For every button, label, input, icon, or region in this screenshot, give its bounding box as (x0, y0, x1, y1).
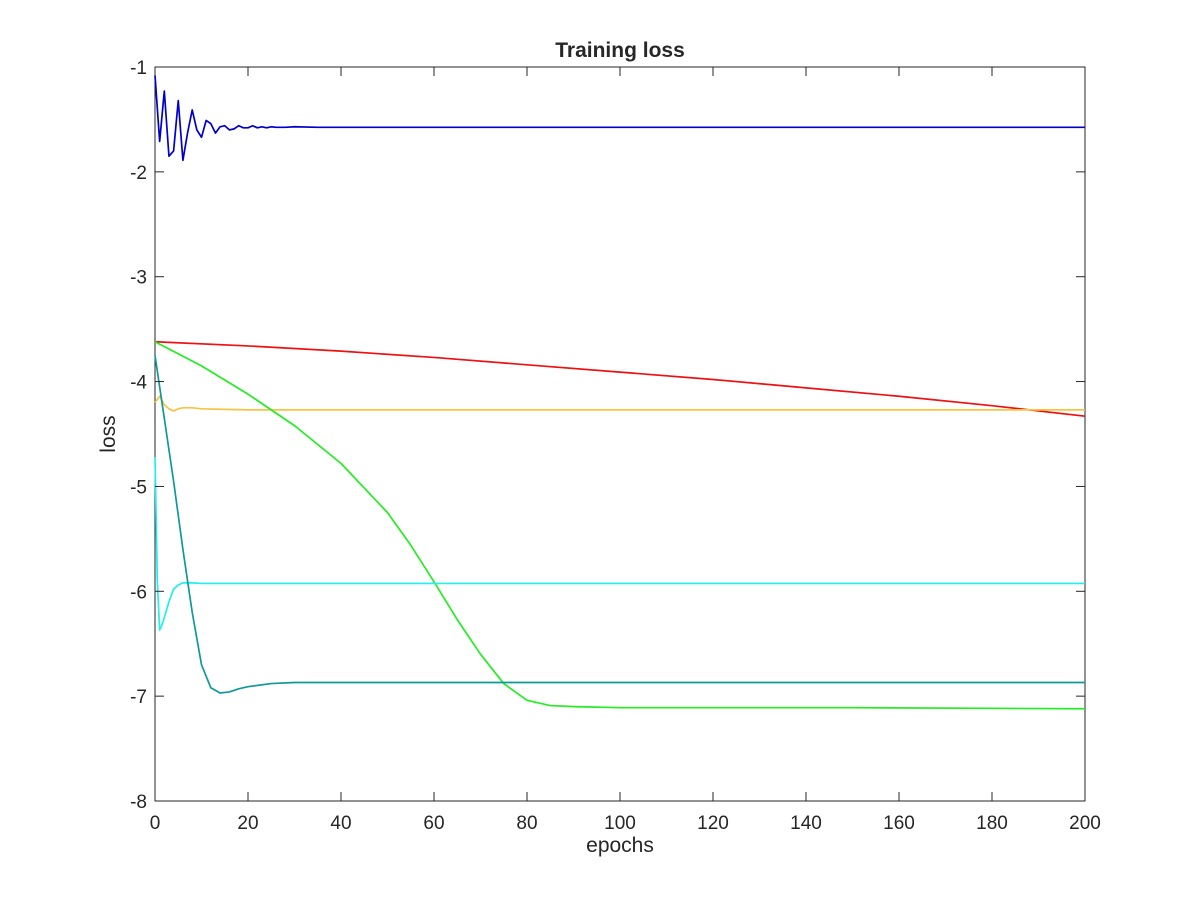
x-tick-label: 100 (604, 813, 636, 834)
y-tick-label: -7 (130, 687, 147, 708)
x-tick-label: 160 (883, 813, 915, 834)
x-tick-label: 20 (237, 813, 258, 834)
x-tick-label: 140 (790, 813, 822, 834)
y-tick-label: -5 (130, 477, 147, 498)
x-tick-label: 80 (516, 813, 537, 834)
y-tick-label: -4 (130, 373, 147, 394)
y-tick-label: -2 (130, 163, 147, 184)
x-tick-label: 180 (976, 813, 1008, 834)
x-tick-label: 200 (1069, 813, 1101, 834)
x-tick-label: 120 (697, 813, 729, 834)
series-line-4 (154, 340, 1086, 710)
y-tick-label: -6 (130, 582, 147, 603)
y-tick-label: -3 (130, 268, 147, 289)
y-axis-label: loss (97, 415, 120, 452)
chart-title: Training loss (555, 39, 685, 62)
series-line-3 (154, 395, 1085, 412)
tick-layer: 0 20 40 60 80 100 120 140 160 180 200 -8 -7 -6 -5 -4 -3 -… (130, 58, 1101, 834)
x-axis-label: epochs (586, 834, 654, 857)
series-layer (154, 75, 1086, 710)
y-tick-label: -1 (130, 58, 147, 79)
x-tick-label: 0 (150, 813, 161, 834)
series-line-2 (154, 340, 1086, 418)
series-line-6 (154, 355, 1085, 694)
y-tick-label: -8 (130, 792, 147, 813)
x-tick-label: 40 (330, 813, 351, 834)
plot-area (154, 66, 1086, 802)
x-tick-label: 60 (423, 813, 444, 834)
series-line-1 (154, 75, 1085, 162)
series-line-5 (154, 457, 1085, 631)
